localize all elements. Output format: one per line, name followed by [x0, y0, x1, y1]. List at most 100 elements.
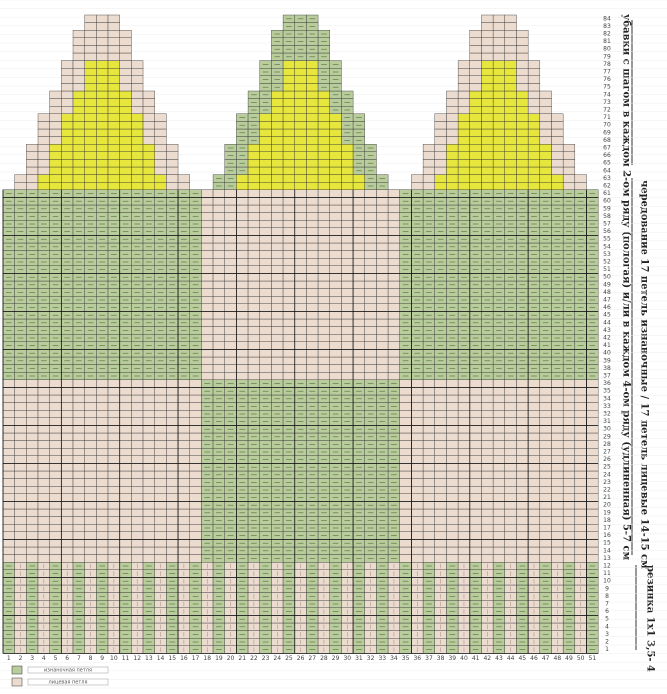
- stitch-cell: [330, 258, 342, 266]
- stitch-cell: [493, 547, 505, 555]
- stitch-cell: [540, 501, 552, 509]
- stitch-cell: [341, 289, 353, 297]
- stitch-cell: [85, 517, 97, 525]
- stitch-cell: [563, 395, 575, 403]
- stitch-cell: [155, 517, 167, 525]
- stitch-cell: [575, 418, 587, 426]
- stitch-cell: [470, 433, 482, 441]
- stitch-cell: [85, 509, 97, 517]
- stitch-cell: [330, 273, 342, 281]
- stitch-cell: [318, 311, 330, 319]
- stitch-cell: [341, 372, 353, 380]
- stitch-cell: [516, 441, 528, 449]
- stitch-cell: [528, 501, 540, 509]
- stitch-cell: [131, 456, 143, 464]
- stitch-cell: [166, 555, 178, 563]
- stitch-cell: [563, 509, 575, 517]
- stitch-cell: [38, 410, 50, 418]
- stitch-cell: [353, 349, 365, 357]
- stitch-cell: [341, 266, 353, 274]
- stitch-cell: [295, 243, 307, 251]
- stitch-cell: [505, 524, 517, 532]
- stitch-cell: [540, 448, 552, 456]
- stitch-cell: [446, 471, 458, 479]
- stitch-cell: [236, 228, 248, 236]
- stitch-cell: [458, 555, 470, 563]
- stitch-cell: [271, 273, 283, 281]
- stitch-cell: [73, 479, 85, 487]
- stitch-cell: [143, 380, 155, 388]
- stitch-cell: [85, 555, 97, 563]
- stitch-cell: [470, 539, 482, 547]
- stitch-cell: [201, 258, 213, 266]
- stitch-cell: [236, 365, 248, 373]
- stitch-cell: [96, 387, 108, 395]
- stitch-cell: [143, 532, 155, 540]
- stitch-cell: [155, 463, 167, 471]
- stitch-cell: [365, 304, 377, 312]
- stitch-cell: [201, 327, 213, 335]
- stitch-cell: [575, 433, 587, 441]
- stitch-cell: [190, 532, 202, 540]
- stitch-cell: [190, 501, 202, 509]
- stitch-cell: [248, 296, 260, 304]
- stitch-cell: [458, 532, 470, 540]
- stitch-cell: [563, 479, 575, 487]
- stitch-cell: [505, 479, 517, 487]
- stitch-cell: [26, 486, 38, 494]
- stitch-cell: [236, 357, 248, 365]
- stitch-cell: [50, 448, 62, 456]
- stitch-cell: [108, 418, 120, 426]
- stitch-cell: [26, 555, 38, 563]
- stitch-cell: [435, 387, 447, 395]
- stitch-cell: [260, 235, 272, 243]
- stitch-cell: [458, 395, 470, 403]
- stitch-cell: [166, 524, 178, 532]
- stitch-cell: [61, 380, 73, 388]
- stitch-cell: [155, 456, 167, 464]
- stitch-cell: [201, 334, 213, 342]
- stitch-cell: [271, 357, 283, 365]
- stitch-cell: [260, 220, 272, 228]
- stitch-cell: [458, 509, 470, 517]
- stitch-cell: [236, 342, 248, 350]
- stitch-cell: [575, 387, 587, 395]
- stitch-cell: [318, 342, 330, 350]
- stitch-cell: [540, 479, 552, 487]
- stitch-cell: [540, 509, 552, 517]
- stitch-cell: [38, 456, 50, 464]
- stitch-cell: [516, 448, 528, 456]
- stitch-cell: [353, 311, 365, 319]
- stitch-cell: [376, 281, 388, 289]
- stitch-cell: [85, 524, 97, 532]
- stitch-cell: [15, 387, 27, 395]
- stitch-cell: [260, 266, 272, 274]
- stitch-cell: [248, 205, 260, 213]
- stitch-cell: [225, 304, 237, 312]
- stitch-cell: [283, 220, 295, 228]
- stitch-cell: [423, 486, 435, 494]
- stitch-cell: [411, 425, 423, 433]
- stitch-cell: [481, 539, 493, 547]
- stitch-cell: [318, 258, 330, 266]
- stitch-cell: [108, 471, 120, 479]
- stitch-cell: [306, 251, 318, 259]
- stitch-cell: [388, 349, 400, 357]
- stitch-cell: [516, 517, 528, 525]
- stitch-cell: [178, 524, 190, 532]
- stitch-cell: [423, 387, 435, 395]
- stitch-cell: [3, 380, 15, 388]
- stitch-cell: [73, 486, 85, 494]
- stitch-cell: [3, 555, 15, 563]
- stitch-cell: [120, 410, 132, 418]
- stitch-cell: [505, 555, 517, 563]
- stitch-cell: [260, 342, 272, 350]
- stitch-cell: [248, 197, 260, 205]
- stitch-cell: [318, 243, 330, 251]
- stitch-cell: [213, 273, 225, 281]
- stitch-cell: [563, 433, 575, 441]
- stitch-cell: [330, 266, 342, 274]
- stitch-cell: [271, 251, 283, 259]
- stitch-cell: [505, 433, 517, 441]
- stitch-cell: [330, 365, 342, 373]
